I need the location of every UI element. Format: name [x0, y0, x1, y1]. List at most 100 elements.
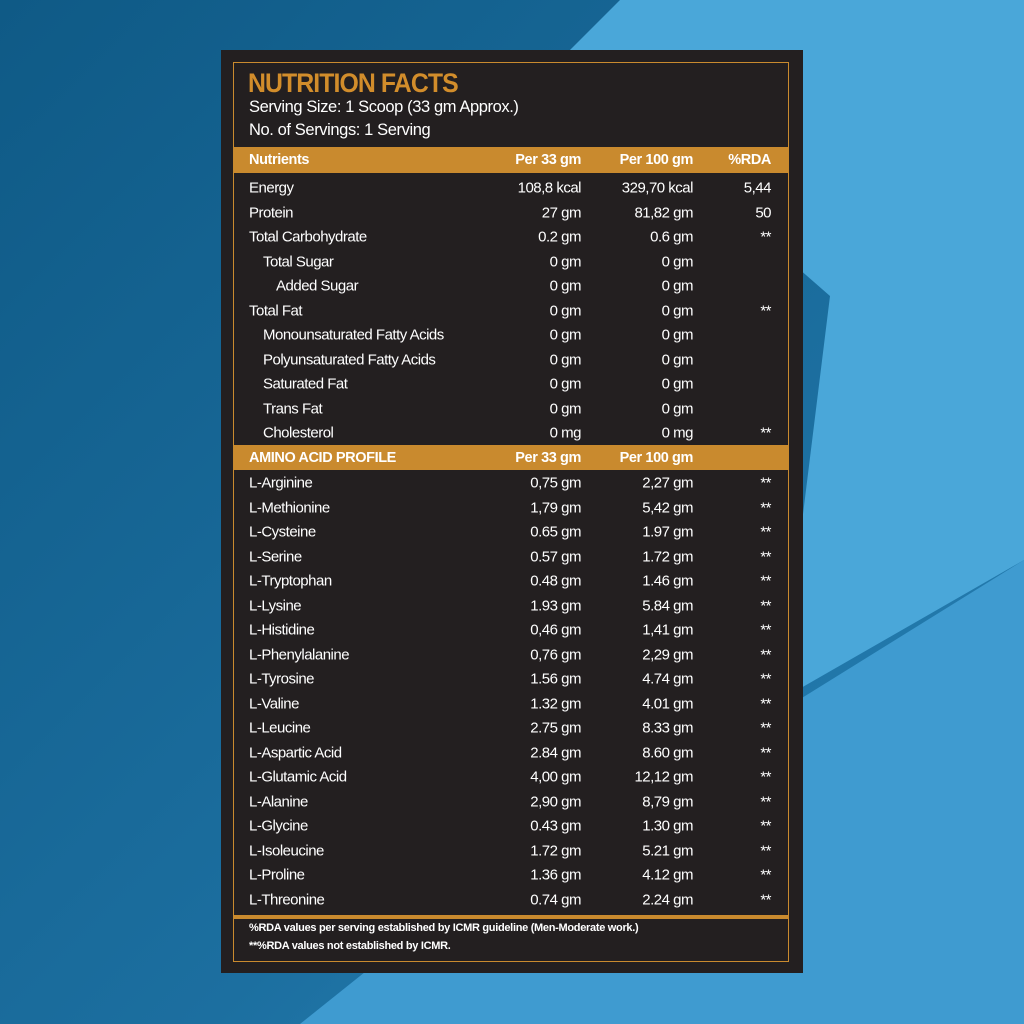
nutrient-row: Polyunsaturated Fatty Acids 0 gm 0 gm [233, 348, 789, 373]
row-rda: ** [760, 572, 771, 590]
row-per-100: 0 gm [661, 400, 694, 418]
row-name: L-Valine [249, 695, 299, 713]
row-per-33: 0 gm [549, 351, 582, 369]
row-name: L-Glycine [249, 817, 308, 835]
footnote-not-established: **%RDA values not established by ICMR. [249, 940, 451, 952]
row-name: Polyunsaturated Fatty Acids [263, 351, 436, 369]
row-rda: ** [760, 597, 771, 615]
row-name: L-Threonine [249, 891, 325, 909]
row-per-33: 0.2 gm [538, 228, 581, 246]
row-per-33: 0,75 gm [530, 474, 581, 492]
amino-header: AMINO ACID PROFILE Per 33 gm Per 100 gm [233, 445, 789, 470]
amino-acid-row: L-Phenylalanine 0,76 gm 2,29 gm ** [233, 643, 789, 668]
row-rda: ** [760, 891, 771, 909]
row-per-33: 108,8 kcal [517, 179, 582, 197]
row-name: L-Isoleucine [249, 842, 324, 860]
amino-acid-row: L-Tyrosine 1.56 gm 4.74 gm ** [233, 667, 789, 692]
row-name: Total Carbohydrate [249, 228, 367, 246]
row-name: Protein [249, 204, 294, 222]
row-per-33: 0.57 gm [530, 548, 581, 566]
row-per-100: 8.33 gm [642, 719, 693, 737]
row-name: Total Sugar [263, 253, 334, 271]
row-name: L-Tryptophan [249, 572, 332, 590]
amino-acid-row: L-Tryptophan 0.48 gm 1.46 gm ** [233, 569, 789, 594]
row-per-33: 1.32 gm [530, 695, 581, 713]
nutrient-row: Cholesterol 0 mg 0 mg ** [233, 421, 789, 446]
row-rda: ** [760, 621, 771, 639]
row-rda: ** [760, 424, 771, 442]
row-per-33: 0.48 gm [530, 572, 581, 590]
row-name: L-Phenylalanine [249, 646, 350, 664]
row-per-33: 0.65 gm [530, 523, 581, 541]
row-rda: 50 [755, 204, 771, 222]
nutrients-header: Nutrients Per 33 gm Per 100 gm %RDA [233, 147, 789, 173]
row-name: L-Arginine [249, 474, 313, 492]
row-rda: ** [760, 548, 771, 566]
row-name: Saturated Fat [263, 375, 348, 393]
row-per-33: 2.75 gm [530, 719, 581, 737]
amino-acid-row: L-Methionine 1,79 gm 5,42 gm ** [233, 496, 789, 521]
amino-acid-row: L-Cysteine 0.65 gm 1.97 gm ** [233, 520, 789, 545]
row-per-33: 0 gm [549, 302, 582, 320]
row-per-100: 8,79 gm [642, 793, 693, 811]
row-per-100: 8.60 gm [642, 744, 693, 762]
amino-acid-row: L-Arginine 0,75 gm 2,27 gm ** [233, 471, 789, 496]
row-per-100: 4.74 gm [642, 670, 693, 688]
amino-acid-row: L-Leucine 2.75 gm 8.33 gm ** [233, 716, 789, 741]
row-name: L-Methionine [249, 499, 330, 517]
row-per-100: 0 mg [661, 424, 694, 442]
row-name: L-Aspartic Acid [249, 744, 342, 762]
amino-acid-row: L-Isoleucine 1.72 gm 5.21 gm ** [233, 839, 789, 864]
nutrition-facts-panel: NUTRITION FACTS Serving Size: 1 Scoop (3… [221, 50, 803, 973]
amino-acid-row: L-Proline 1.36 gm 4.12 gm ** [233, 863, 789, 888]
row-per-100: 4.01 gm [642, 695, 693, 713]
row-name: Total Fat [249, 302, 303, 320]
nutrient-row: Monounsaturated Fatty Acids 0 gm 0 gm [233, 323, 789, 348]
header-nutrients: Nutrients [249, 152, 310, 168]
row-rda: ** [760, 866, 771, 884]
row-name: L-Leucine [249, 719, 311, 737]
nutrient-row: Total Carbohydrate 0.2 gm 0.6 gm ** [233, 225, 789, 250]
row-per-100: 0 gm [661, 326, 694, 344]
row-per-100: 0.6 gm [650, 228, 693, 246]
amino-acid-row: L-Aspartic Acid 2.84 gm 8.60 gm ** [233, 741, 789, 766]
row-per-33: 2.84 gm [530, 744, 581, 762]
row-name: Trans Fat [263, 400, 323, 418]
header-per-33: Per 33 gm [515, 152, 581, 168]
row-per-100: 12,12 gm [634, 768, 693, 786]
row-name: L-Histidine [249, 621, 315, 639]
row-rda: ** [760, 474, 771, 492]
row-per-100: 1.97 gm [642, 523, 693, 541]
row-per-100: 81,82 gm [634, 204, 693, 222]
servings-count: No. of Servings: 1 Serving [249, 121, 431, 139]
row-name: L-Lysine [249, 597, 302, 615]
row-per-33: 0,46 gm [530, 621, 581, 639]
amino-acid-row: L-Threonine 0.74 gm 2.24 gm ** [233, 888, 789, 913]
row-name: L-Glutamic Acid [249, 768, 347, 786]
row-rda: ** [760, 817, 771, 835]
row-per-100: 2,27 gm [642, 474, 693, 492]
amino-acid-row: L-Valine 1.32 gm 4.01 gm ** [233, 692, 789, 717]
row-per-100: 0 gm [661, 302, 694, 320]
row-per-100: 0 gm [661, 253, 694, 271]
row-rda: ** [760, 744, 771, 762]
row-per-33: 1.36 gm [530, 866, 581, 884]
row-per-100: 2,29 gm [642, 646, 693, 664]
row-per-100: 1.72 gm [642, 548, 693, 566]
row-per-33: 4,00 gm [530, 768, 581, 786]
row-per-33: 0.74 gm [530, 891, 581, 909]
footnote-rda: %RDA values per serving established by I… [249, 922, 639, 934]
row-per-33: 0 gm [549, 375, 582, 393]
nutrient-row: Trans Fat 0 gm 0 gm [233, 397, 789, 422]
row-name: Added Sugar [276, 277, 359, 295]
row-per-100: 4.12 gm [642, 866, 693, 884]
row-per-33: 0 mg [549, 424, 582, 442]
row-rda: 5,44 [743, 179, 772, 197]
amino-acid-row: L-Alanine 2,90 gm 8,79 gm ** [233, 790, 789, 815]
row-name: L-Proline [249, 866, 305, 884]
row-per-33: 0 gm [549, 326, 582, 344]
row-per-100: 1,41 gm [642, 621, 693, 639]
row-per-100: 1.46 gm [642, 572, 693, 590]
nutrient-row: Added Sugar 0 gm 0 gm [233, 274, 789, 299]
row-per-100: 1.30 gm [642, 817, 693, 835]
